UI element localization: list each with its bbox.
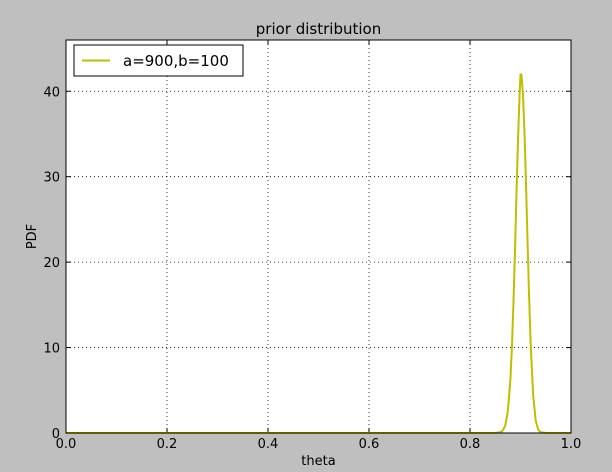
x-axis-label: theta <box>301 454 335 467</box>
legend-label: a=900,b=100 <box>123 52 229 70</box>
y-tick-label: 10 <box>43 342 60 357</box>
y-tick-label: 30 <box>43 171 60 186</box>
x-tick-label: 1.0 <box>561 437 582 452</box>
ticks: 0.0 0.2 0.4 0.6 0.8 1.0 0 10 20 30 40 <box>43 40 581 452</box>
grid <box>66 40 571 433</box>
y-tick-label: 40 <box>43 85 60 100</box>
chart-title: prior distribution <box>256 20 381 38</box>
legend: a=900,b=100 <box>73 44 244 77</box>
x-tick-label: 0.2 <box>157 437 178 452</box>
x-tick-label: 0.6 <box>359 437 380 452</box>
x-tick-label: 0.4 <box>258 437 279 452</box>
x-tick-label: 0.8 <box>460 437 481 452</box>
y-tick-label: 20 <box>43 256 60 271</box>
y-axis-label: PDF <box>25 224 40 249</box>
y-tick-label: 0 <box>52 427 60 442</box>
plot-area <box>66 40 571 433</box>
plot-frame <box>65 39 572 434</box>
x-tick-label: 0.0 <box>56 437 77 452</box>
